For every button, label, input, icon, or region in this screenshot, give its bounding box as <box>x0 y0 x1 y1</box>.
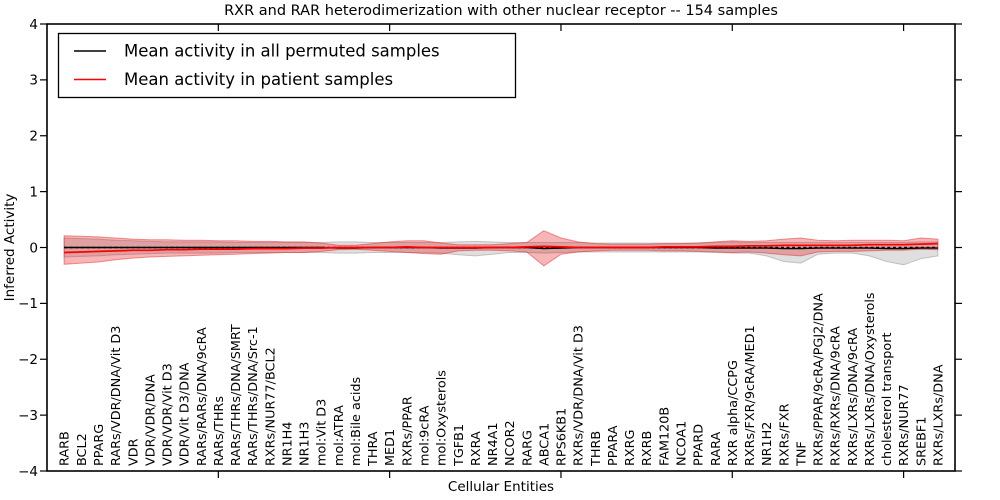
x-category-label: RXRA <box>469 431 484 466</box>
x-category-label: mol:Oxysterols <box>435 370 450 466</box>
x-category-label: SREBF1 <box>914 417 929 466</box>
x-category-label: NCOR2 <box>503 420 518 466</box>
x-category-label: TGFB1 <box>452 424 467 467</box>
x-category-label: RXRs/NUR77 <box>897 384 912 466</box>
x-category-label: PPARA <box>606 425 621 466</box>
y-tick-label: 3 <box>29 73 38 89</box>
x-category-label: PPARD <box>692 424 707 466</box>
permuted-band <box>63 237 939 266</box>
x-category-label: RXRs/LXRs/DNA <box>932 364 947 466</box>
x-axis-label: Cellular Entities <box>448 479 554 495</box>
legend: Mean activity in all permuted samples Me… <box>57 32 517 99</box>
y-tick-label: −2 <box>18 352 38 368</box>
y-tick-label: −3 <box>18 408 38 424</box>
x-category-label: RARs/VDR/DNA/Vit D3 <box>109 326 124 466</box>
x-category-label: NR1H4 <box>280 422 295 466</box>
legend-label-patient: Mean activity in patient samples <box>124 70 393 89</box>
x-category-label: cholesterol transport <box>880 332 895 466</box>
x-category-label: RXRs/PPAR <box>400 396 415 466</box>
x-category-label: BCL2 <box>75 433 90 466</box>
x-category-label: THRA <box>366 431 381 467</box>
y-tick-label: −1 <box>18 296 38 312</box>
x-category-label: mol:Bile acids <box>349 376 364 466</box>
x-category-label: RPS6KB1 <box>555 408 570 466</box>
x-category-label: NR1H2 <box>760 422 775 466</box>
x-category-label: RXRs/RXRs/DNA/9cRA <box>829 326 844 466</box>
x-category-label: RXRB <box>640 431 655 466</box>
x-category-label: FAM120B <box>657 407 672 466</box>
chart-title: RXR and RAR heterodimerization with othe… <box>224 3 778 19</box>
x-category-label: RXRs/FXR <box>777 403 792 466</box>
x-category-label: RXRs/LXRs/DNA/Oxysterols <box>863 292 878 466</box>
x-category-label: PPARG <box>92 424 107 466</box>
x-category-label: MED1 <box>383 429 398 466</box>
y-tick-label: 0 <box>29 240 38 256</box>
x-category-label: ABCA1 <box>537 423 552 466</box>
y-tick-label: 1 <box>29 184 38 200</box>
y-tick-label: −4 <box>18 464 38 480</box>
x-category-label: RXR alpha/CCPG <box>726 360 741 466</box>
x-category-label: mol:Vit D3 <box>315 399 330 466</box>
x-category-label: RXRs/LXRs/DNA/9cRA <box>846 328 861 466</box>
x-category-label: VDR/VDR/DNA <box>143 374 158 466</box>
x-category-label: RXRG <box>623 430 638 466</box>
x-category-label: NCOA1 <box>675 421 690 466</box>
x-category-label: RXRs/VDR/DNA/Vit D3 <box>572 325 587 466</box>
x-category-label: RARB <box>58 431 73 466</box>
x-category-label: RARA <box>709 432 724 466</box>
x-category-label: THRB <box>589 431 604 467</box>
y-tick-label: 2 <box>29 129 38 145</box>
y-axis-label: Inferred Activity <box>2 194 18 302</box>
x-category-label: RARs/THRs/DNA/SMRT <box>229 324 244 466</box>
x-category-label: TNF <box>794 441 809 467</box>
x-category-label: VDR/VDR/Vit D3 <box>161 363 176 466</box>
y-tick-label: 4 <box>29 17 38 33</box>
x-category-label: RARs/THRs <box>212 396 227 466</box>
x-category-label: RXRs/NUR77/BCL2 <box>263 347 278 466</box>
x-category-label: NR1H3 <box>298 422 313 466</box>
x-category-label: NR4A1 <box>486 422 501 466</box>
axis-ticks-layer: −4 −3 −2 −1 0 1 2 3 4 RARB BCL2 PPARG RARs/VDR/DNA/V… <box>18 17 962 480</box>
x-category-label: RARs/RARs/DNA/9cRA <box>195 327 210 466</box>
x-category-label: RARs/THRs/DNA/Src-1 <box>246 326 261 466</box>
legend-frame <box>57 32 517 99</box>
x-category-label: RXRs/PPAR/9cRA/PGJ2/DNA <box>812 293 827 466</box>
plot-area <box>63 230 939 267</box>
x-category-label: RARG <box>520 430 535 466</box>
x-category-label: RXRs/FXR/9cRA/MED1 <box>743 325 758 466</box>
patient-mean-line <box>64 242 938 254</box>
x-category-label: mol:ATRA <box>332 405 347 466</box>
legend-label-permuted: Mean activity in all permuted samples <box>124 42 440 61</box>
x-category-label: VDR/Vit D3/DNA <box>178 362 193 466</box>
x-category-label: VDR <box>126 438 141 466</box>
x-category-label: mol:9cRA <box>418 405 433 466</box>
